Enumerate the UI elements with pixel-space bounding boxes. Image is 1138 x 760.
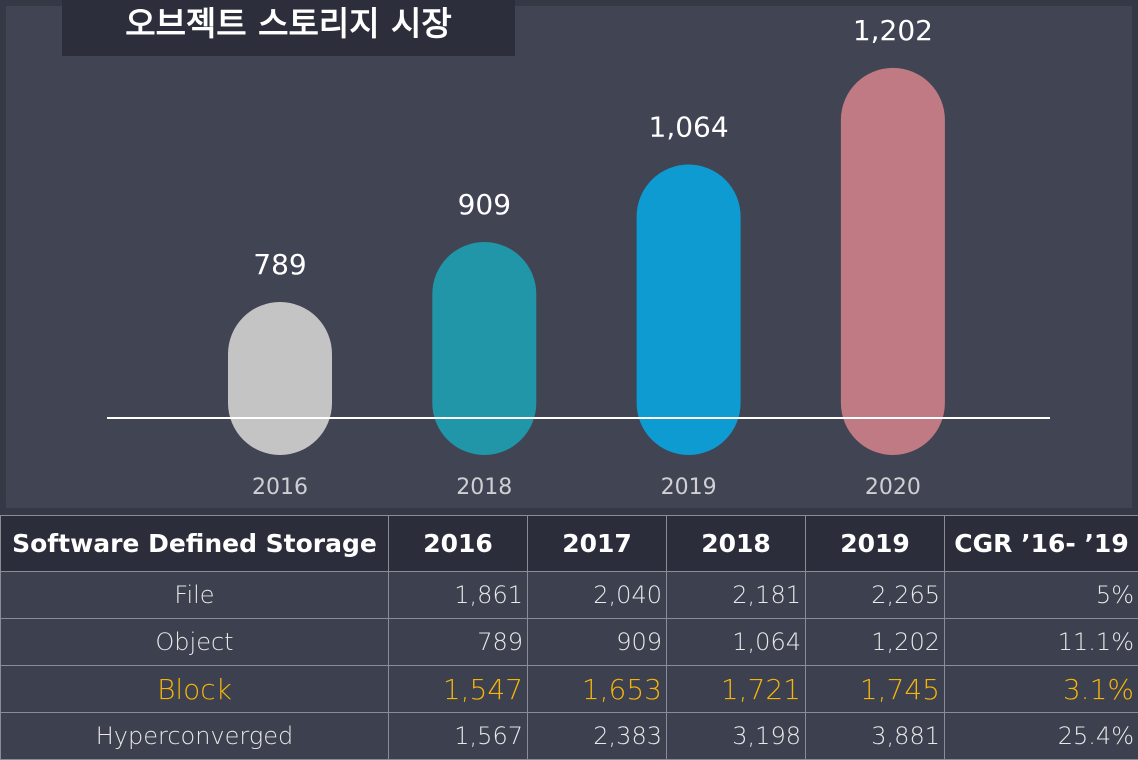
header-cell: CGR ’16- ’19 xyxy=(944,515,1138,572)
table-cell: Object xyxy=(0,618,389,666)
table-cell: 3,198 xyxy=(666,712,806,760)
chart-title: 오브젝트 스토리지 시장 xyxy=(62,0,515,56)
table-cell: 1,653 xyxy=(527,665,667,713)
table-cell: 5% xyxy=(944,571,1138,619)
header-cell: 2016 xyxy=(388,515,528,572)
table-row: Block 1,547 1,653 1,721 1,745 3.1% xyxy=(0,665,1138,713)
bar xyxy=(840,67,945,456)
table-cell: 1,064 xyxy=(666,618,806,666)
value-label: 789 xyxy=(253,248,306,281)
bar xyxy=(432,242,537,455)
table-cell: 2,383 xyxy=(527,712,667,760)
value-label: 1,064 xyxy=(649,111,729,144)
value-label: 909 xyxy=(458,188,511,221)
x-tick-label: 2016 xyxy=(252,475,308,500)
table-cell: 2,181 xyxy=(666,571,806,619)
table-cell: 1,861 xyxy=(388,571,528,619)
chart-bg xyxy=(6,6,1132,508)
table-cell: 1,202 xyxy=(805,618,945,666)
table-cell: Hyperconverged xyxy=(0,712,389,760)
bar xyxy=(228,302,332,455)
header-cell: Software Defined Storage xyxy=(0,515,389,572)
table-cell: 1,547 xyxy=(388,665,528,713)
header-cell: 2018 xyxy=(666,515,806,572)
chart: 789 2016 909 2018 1,064 2019 1,202 2020 xyxy=(6,6,1132,508)
table-cell: Block xyxy=(0,665,389,713)
header-row: Software Defined Storage 2016 2017 2018 2019… xyxy=(0,515,1138,572)
table-cell: 11.1% xyxy=(944,618,1138,666)
table-cell: 789 xyxy=(388,618,528,666)
table-row: Object 789 909 1,064 1,202 11.1% xyxy=(0,618,1138,666)
table-cell: 909 xyxy=(527,618,667,666)
table-cell: 1,721 xyxy=(666,665,806,713)
table-row: Hyperconverged 1,567 2,383 3,198 3,881 25.4% xyxy=(0,712,1138,760)
table-cell: 3,881 xyxy=(805,712,945,760)
value-label: 1,202 xyxy=(853,14,933,47)
x-tick-label: 2019 xyxy=(661,475,717,500)
table-cell: 1,567 xyxy=(388,712,528,760)
x-tick-label: 2020 xyxy=(865,475,921,500)
table-cell: 25.4% xyxy=(944,712,1138,760)
table-cell: File xyxy=(0,571,389,619)
header-cell: 2017 xyxy=(527,515,667,572)
table-cell: 2,265 xyxy=(805,571,945,619)
table-cell: 3.1% xyxy=(944,665,1138,713)
header-cell: 2019 xyxy=(805,515,945,572)
data-table: Software Defined Storage 2016 2017 2018 2019… xyxy=(0,515,1138,760)
table-cell: 2,040 xyxy=(527,571,667,619)
x-tick-label: 2018 xyxy=(456,475,512,500)
table-cell: 1,745 xyxy=(805,665,945,713)
bar xyxy=(636,164,741,455)
table-row: File 1,861 2,040 2,181 2,265 5% xyxy=(0,571,1138,619)
